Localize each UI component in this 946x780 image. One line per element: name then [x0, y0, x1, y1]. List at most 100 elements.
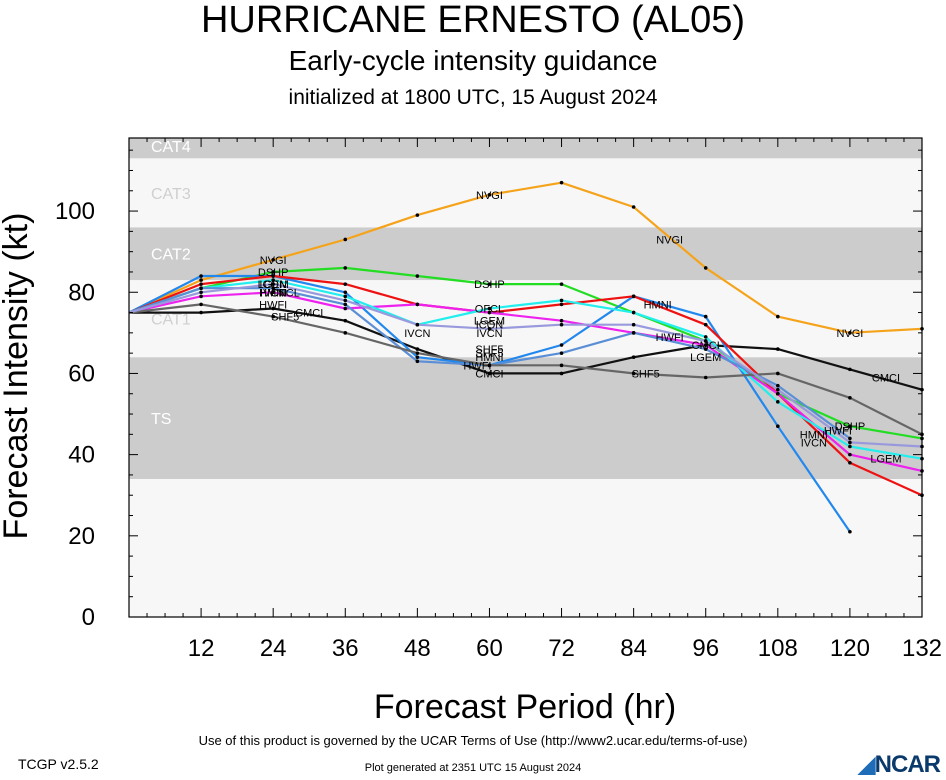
point-lgem — [631, 294, 636, 299]
point-ofcl — [271, 282, 275, 286]
y-tick-label: 100 — [55, 198, 95, 225]
series-label-cmci: CMCI — [475, 368, 503, 380]
series-label-dshp: DSHP — [258, 267, 289, 279]
x-tick-label: 12 — [188, 635, 215, 662]
point-ivcn — [848, 452, 852, 457]
point-ofcl — [703, 339, 708, 343]
point-dshp — [487, 282, 492, 286]
point-cmci — [848, 367, 852, 372]
point-hwfi — [271, 286, 275, 290]
point-cmci — [487, 371, 492, 376]
point-cmci — [631, 355, 636, 360]
point-ofcl — [631, 322, 636, 327]
point-ofcl — [415, 322, 420, 327]
point-cmci — [199, 310, 203, 315]
chart-subtitle: Early-cycle intensity guidance — [288, 45, 658, 76]
point-shf5 — [343, 331, 348, 335]
point-hmni — [343, 290, 348, 295]
x-tick-label: 108 — [758, 635, 798, 662]
series-label-nvgi: NVGI — [836, 328, 863, 340]
point-ivcn — [343, 306, 348, 311]
series-line-shf5 — [128, 303, 923, 436]
point-hwfi — [343, 302, 348, 307]
point-shf5 — [559, 363, 564, 368]
series-label-dshp: DSHP — [835, 421, 866, 433]
point-cmci — [559, 371, 564, 376]
ncar-logo: ◢NCAR — [857, 750, 941, 779]
init-time-line: initialized at 1800 UTC, 15 August 2024 — [288, 86, 658, 109]
series-label-ofcl: OFCL — [271, 287, 300, 299]
x-axis-label: Forecast Period (hr) — [374, 688, 676, 726]
point-nvgi — [776, 314, 780, 319]
point-nvgi — [631, 205, 636, 209]
point-nvgi — [487, 193, 492, 197]
point-ofcl — [487, 326, 492, 331]
point-lgem — [343, 282, 348, 286]
y-tick-label: 60 — [68, 360, 95, 387]
x-tick-label: 120 — [830, 635, 870, 662]
series-line-ivcn — [128, 291, 923, 472]
band-cat1 — [129, 280, 922, 358]
series-label-cmci: CMCI — [295, 308, 323, 320]
series-label-cmci: CMCI — [872, 373, 900, 385]
point-hmni — [776, 424, 780, 429]
point-icon — [848, 444, 852, 449]
point-hwfi — [631, 331, 636, 335]
series-label-hwfi: HWFI — [259, 299, 287, 311]
x-tick-label: 84 — [620, 635, 647, 662]
point-dshp — [559, 282, 564, 286]
point-shf5 — [271, 314, 275, 319]
point-nvgi — [848, 331, 852, 335]
band-label-cat1: CAT1 — [151, 312, 191, 329]
point-ivcn — [199, 294, 203, 299]
point-icon — [559, 298, 564, 303]
point-ofcl — [848, 440, 852, 445]
point-cmci — [271, 306, 275, 311]
point-ivcn — [487, 310, 492, 315]
series-label-cmci: CMCI — [692, 340, 720, 352]
series-label-hmni: HMNI — [800, 429, 828, 441]
point-lgem — [199, 282, 203, 286]
point-shf5 — [848, 395, 852, 400]
series-line-ofcl — [128, 283, 923, 448]
point-icon — [703, 335, 708, 339]
series-label-hmni: HMNI — [259, 287, 287, 299]
series-line-icon — [128, 279, 923, 460]
point-nvgi — [703, 266, 708, 270]
point-ivcn — [776, 391, 780, 396]
point-shf5 — [776, 371, 780, 376]
series-label-ofcl: OFCL — [475, 303, 504, 315]
point-hmni — [848, 529, 852, 534]
point-nvgi — [199, 278, 203, 282]
series-label-hmni: HMNI — [644, 299, 672, 311]
point-hwfi — [776, 383, 780, 388]
series-label-dshp: DSHP — [474, 279, 505, 291]
x-tick-label: 96 — [692, 635, 719, 662]
series-label-ivcn: IVCN — [476, 328, 502, 340]
ncar-logo-icon: ◢ — [857, 751, 875, 778]
point-icon — [271, 278, 275, 282]
point-nvgi — [415, 213, 420, 217]
point-hmni — [415, 355, 420, 360]
y-tick-label: 0 — [82, 604, 95, 631]
band-label-cat4: CAT4 — [151, 139, 191, 156]
series-label-icon: ICON — [259, 279, 287, 291]
series-line-cmci — [129, 307, 923, 391]
series-label-hwfi: HWFI — [656, 332, 684, 344]
point-hwfi — [415, 359, 420, 364]
series-label-shf5: SHF5 — [632, 368, 660, 380]
point-hmni — [703, 314, 708, 319]
series-label-ivcn: IVCN — [404, 328, 430, 340]
point-cmci — [776, 347, 780, 351]
point-dshp — [343, 266, 348, 270]
point-cmci — [415, 347, 420, 351]
y-tick-label: 80 — [68, 279, 95, 306]
x-tick-label: 132 — [902, 635, 942, 662]
point-dshp — [415, 274, 420, 278]
point-shf5 — [415, 351, 420, 355]
series-label-ivcn: IVCN — [260, 287, 286, 299]
point-hmni — [199, 274, 203, 278]
point-hmni — [559, 343, 564, 347]
series-label-lgem: LGEM — [690, 352, 721, 364]
